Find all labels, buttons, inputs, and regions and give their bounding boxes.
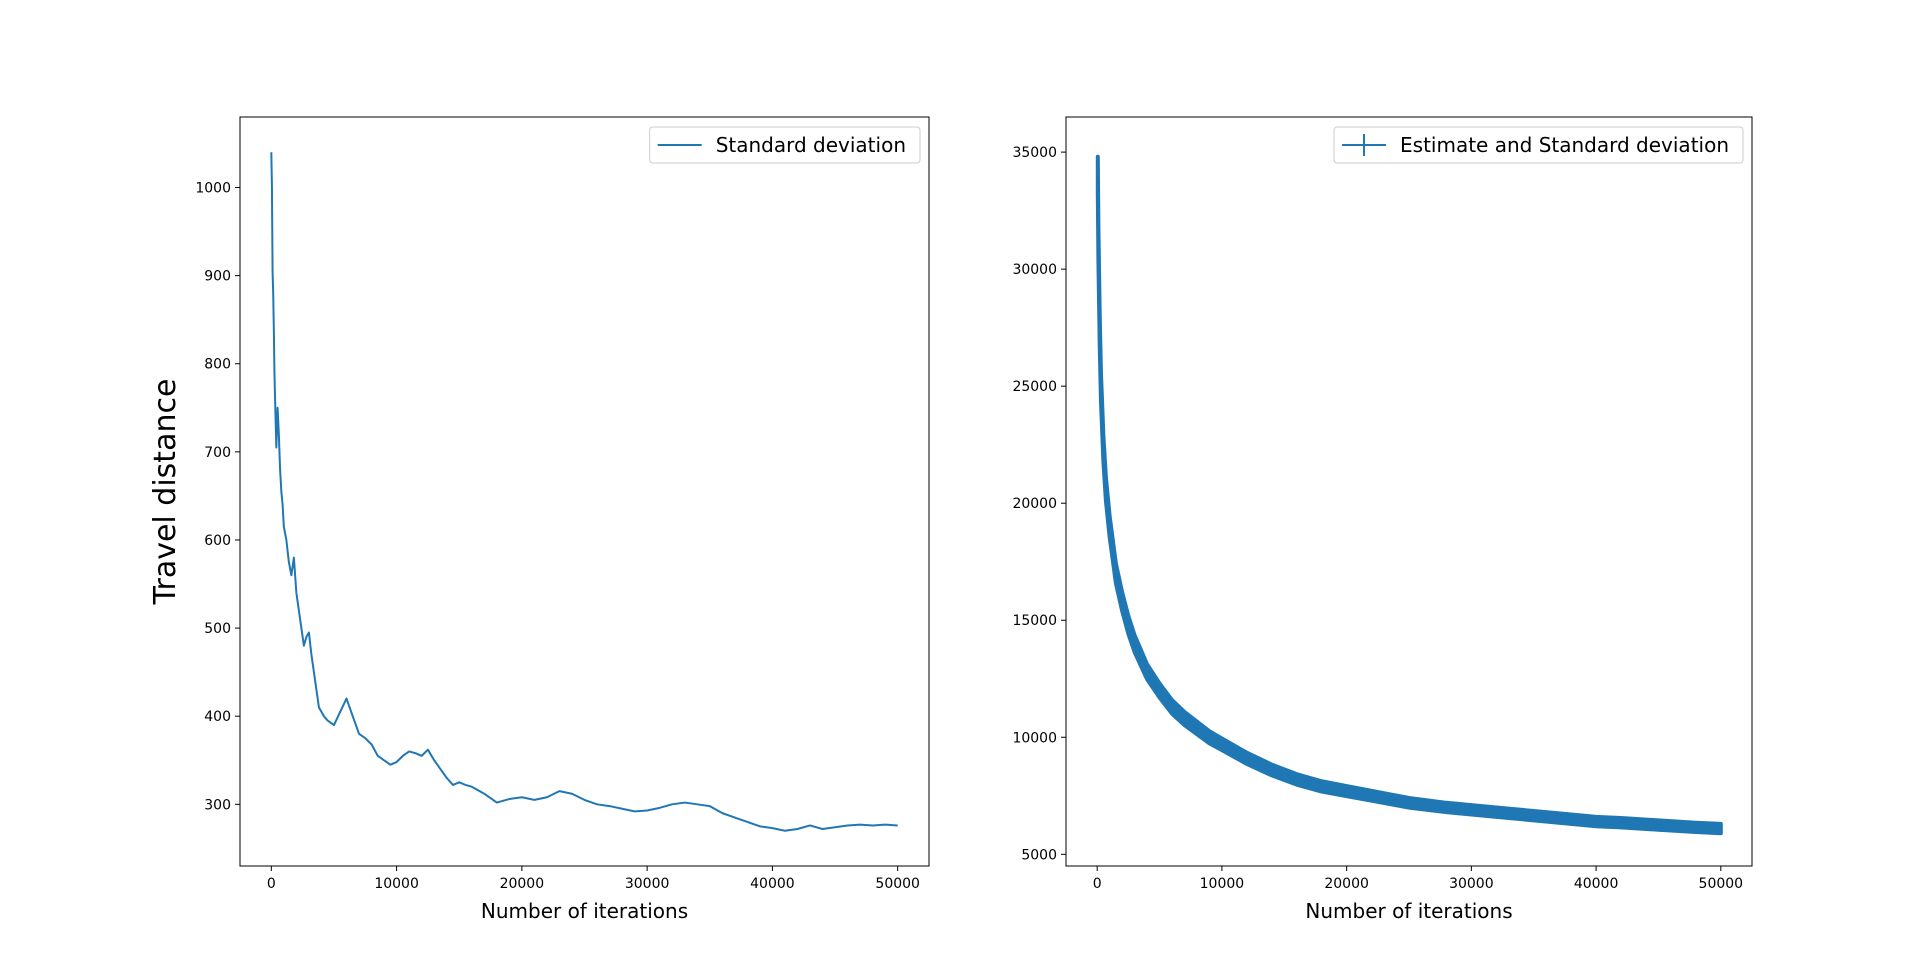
y-tick-label: 35000 [1012,145,1057,161]
chart0-legend-label: Standard deviation [716,133,906,157]
chart1-legend-label: Estimate and Standard deviation [1400,133,1729,157]
x-tick-label: 50000 [875,876,920,892]
y-tick-label: 30000 [1012,262,1057,278]
y-tick-label: 300 [204,797,231,813]
y-tick-label: 800 [204,357,231,373]
chart1-y-ticks: 5000 10000 15000 20000 25000 30000 35000 [1012,145,1066,863]
y-tick-label: 500 [204,621,231,637]
x-tick-label: 10000 [374,876,419,892]
y-tick-label: 900 [204,269,231,285]
y-tick-label: 20000 [1012,496,1057,512]
chart1-legend-box [1333,126,1744,164]
x-tick-label: 40000 [750,876,795,892]
y-tick-label: 700 [204,445,231,461]
y-tick-label: 15000 [1012,613,1057,629]
y-tick-label: 600 [204,533,231,549]
x-tick-label: 0 [267,876,276,892]
chart1-x-axis-label: Number of iterations [1305,899,1512,923]
chart-estimate-and-standard-deviation: 0 10000 20000 30000 40000 50000 5000 10000 1500… [1012,116,1753,923]
y-tick-label: 25000 [1012,379,1057,395]
x-tick-label: 20000 [1324,876,1369,892]
series-line [270,152,898,832]
y-tick-label: 400 [204,709,231,725]
chart0-x-axis-label: Number of iterations [481,899,688,923]
y-tick-label: 1000 [195,180,231,196]
error-band [1095,154,1723,836]
x-tick-label: 10000 [1200,876,1245,892]
chart0-legend-box [649,126,921,164]
chart1-axes-frame [1065,116,1753,867]
y-tick-label: 5000 [1021,847,1057,863]
y-tick-label: 10000 [1012,730,1057,746]
chart0-plot-area [270,152,898,832]
x-tick-label: 40000 [1574,876,1619,892]
x-tick-label: 30000 [1449,876,1494,892]
chart1-x-ticks: 0 10000 20000 30000 40000 50000 [1093,866,1743,892]
x-tick-label: 20000 [500,876,545,892]
x-tick-label: 30000 [625,876,670,892]
chart0-y-ticks: 300 400 500 600 700 800 900 1000 [195,180,240,813]
series-line [1096,175,1721,830]
chart0-x-ticks: 0 10000 20000 30000 40000 50000 [267,866,920,892]
chart0-legend: Standard deviation [649,126,921,164]
x-tick-label: 50000 [1699,876,1744,892]
chart0-axes-frame [239,116,930,867]
chart-standard-deviation: 0 10000 20000 30000 40000 50000 300 400 500 600 7… [148,116,930,923]
x-tick-label: 0 [1093,876,1102,892]
chart1-plot-area [1095,154,1723,836]
chart0-y-axis-label: Travel distance [148,379,183,606]
chart1-legend: Estimate and Standard deviation [1333,126,1744,164]
